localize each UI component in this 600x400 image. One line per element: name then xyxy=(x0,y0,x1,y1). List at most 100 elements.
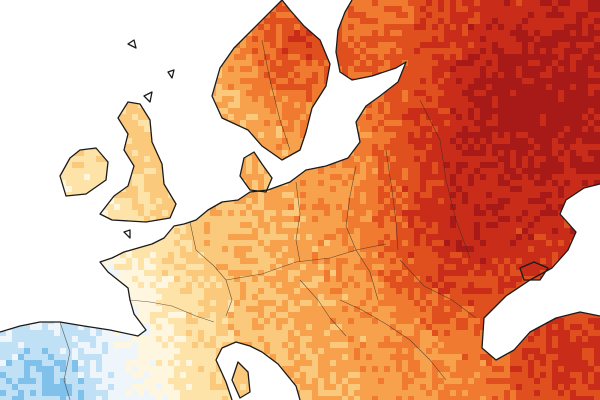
heat-cell xyxy=(204,216,210,222)
heat-cell xyxy=(522,150,528,156)
heat-cell xyxy=(492,222,498,228)
heat-cell xyxy=(516,270,522,276)
heat-cell xyxy=(144,282,150,288)
heat-cell xyxy=(426,222,432,228)
heat-cell xyxy=(522,156,528,162)
heat-cell xyxy=(588,18,594,24)
heat-cell xyxy=(420,132,426,138)
heat-cell xyxy=(468,156,474,162)
heat-cell xyxy=(516,126,522,132)
heat-cell xyxy=(318,42,324,48)
heat-cell xyxy=(126,114,132,120)
heat-cell xyxy=(456,18,462,24)
heat-cell xyxy=(264,174,270,180)
heat-cell xyxy=(66,168,72,174)
heat-cell xyxy=(396,36,402,42)
heat-cell xyxy=(558,120,564,126)
heat-cell xyxy=(396,294,402,300)
heat-cell xyxy=(552,36,558,42)
heat-cell xyxy=(420,252,426,258)
heat-cell xyxy=(396,60,402,66)
heat-cell xyxy=(336,162,342,168)
heat-cell xyxy=(294,60,300,66)
heat-cell xyxy=(402,120,408,126)
heat-cell xyxy=(582,180,588,186)
heat-cell xyxy=(438,294,444,300)
heat-cell xyxy=(414,198,420,204)
heat-cell xyxy=(372,150,378,156)
heat-cell xyxy=(378,132,384,138)
heat-cell xyxy=(462,174,468,180)
heat-cell xyxy=(402,246,408,252)
heat-cell xyxy=(360,216,366,222)
heat-cell xyxy=(498,270,504,276)
heat-cell xyxy=(270,102,276,108)
heat-cell xyxy=(276,6,282,12)
heat-cell xyxy=(474,204,480,210)
heat-cell xyxy=(180,228,186,234)
heat-cell xyxy=(396,180,402,186)
heat-cell xyxy=(486,6,492,12)
heat-cell xyxy=(444,66,450,72)
heat-cell xyxy=(432,162,438,168)
heat-cell xyxy=(294,222,300,228)
heat-cell xyxy=(552,24,558,30)
heat-cell xyxy=(270,144,276,150)
heat-cell xyxy=(462,270,468,276)
heat-cell xyxy=(546,258,552,264)
heat-cell xyxy=(402,72,408,78)
heat-cell xyxy=(426,138,432,144)
heat-cell xyxy=(474,150,480,156)
heat-cell xyxy=(492,144,498,150)
heat-cell xyxy=(264,78,270,84)
heat-cell xyxy=(72,186,78,192)
heat-cell xyxy=(408,168,414,174)
heat-cell xyxy=(438,228,444,234)
heat-cell xyxy=(552,216,558,222)
heat-cell xyxy=(138,216,144,222)
heat-cell xyxy=(414,84,420,90)
heat-cell xyxy=(594,114,600,120)
heat-cell xyxy=(396,174,402,180)
heat-cell xyxy=(462,54,468,60)
heat-cell xyxy=(558,222,564,228)
heat-cell xyxy=(240,42,246,48)
heat-cell xyxy=(390,24,396,30)
heat-cell xyxy=(594,24,600,30)
heat-cell xyxy=(492,180,498,186)
heat-cell xyxy=(426,162,432,168)
heat-cell xyxy=(540,222,546,228)
heat-cell xyxy=(306,258,312,264)
heat-cell xyxy=(420,204,426,210)
heat-cell xyxy=(492,90,498,96)
heat-cell xyxy=(270,132,276,138)
heat-cell xyxy=(504,288,510,294)
heat-cell xyxy=(216,210,222,216)
heat-cell xyxy=(396,162,402,168)
heat-cell xyxy=(504,156,510,162)
heat-cell xyxy=(396,102,402,108)
heat-cell xyxy=(300,246,306,252)
heat-cell xyxy=(402,36,408,42)
heat-cell xyxy=(588,162,594,168)
heat-cell xyxy=(528,18,534,24)
heat-cell xyxy=(264,216,270,222)
heat-cell xyxy=(534,222,540,228)
heat-cell xyxy=(588,84,594,90)
heat-cell xyxy=(282,120,288,126)
heat-cell xyxy=(276,24,282,30)
heat-cell xyxy=(312,72,318,78)
heat-cell xyxy=(528,204,534,210)
heat-cell xyxy=(444,42,450,48)
heat-cell xyxy=(420,192,426,198)
heat-cell xyxy=(300,282,306,288)
heat-cell xyxy=(234,228,240,234)
heat-cell xyxy=(108,198,114,204)
heat-cell xyxy=(516,240,522,246)
heat-cell xyxy=(438,180,444,186)
heat-cell xyxy=(228,66,234,72)
heat-cell xyxy=(240,228,246,234)
heat-cell xyxy=(306,246,312,252)
heat-cell xyxy=(276,60,282,66)
heat-cell xyxy=(258,204,264,210)
